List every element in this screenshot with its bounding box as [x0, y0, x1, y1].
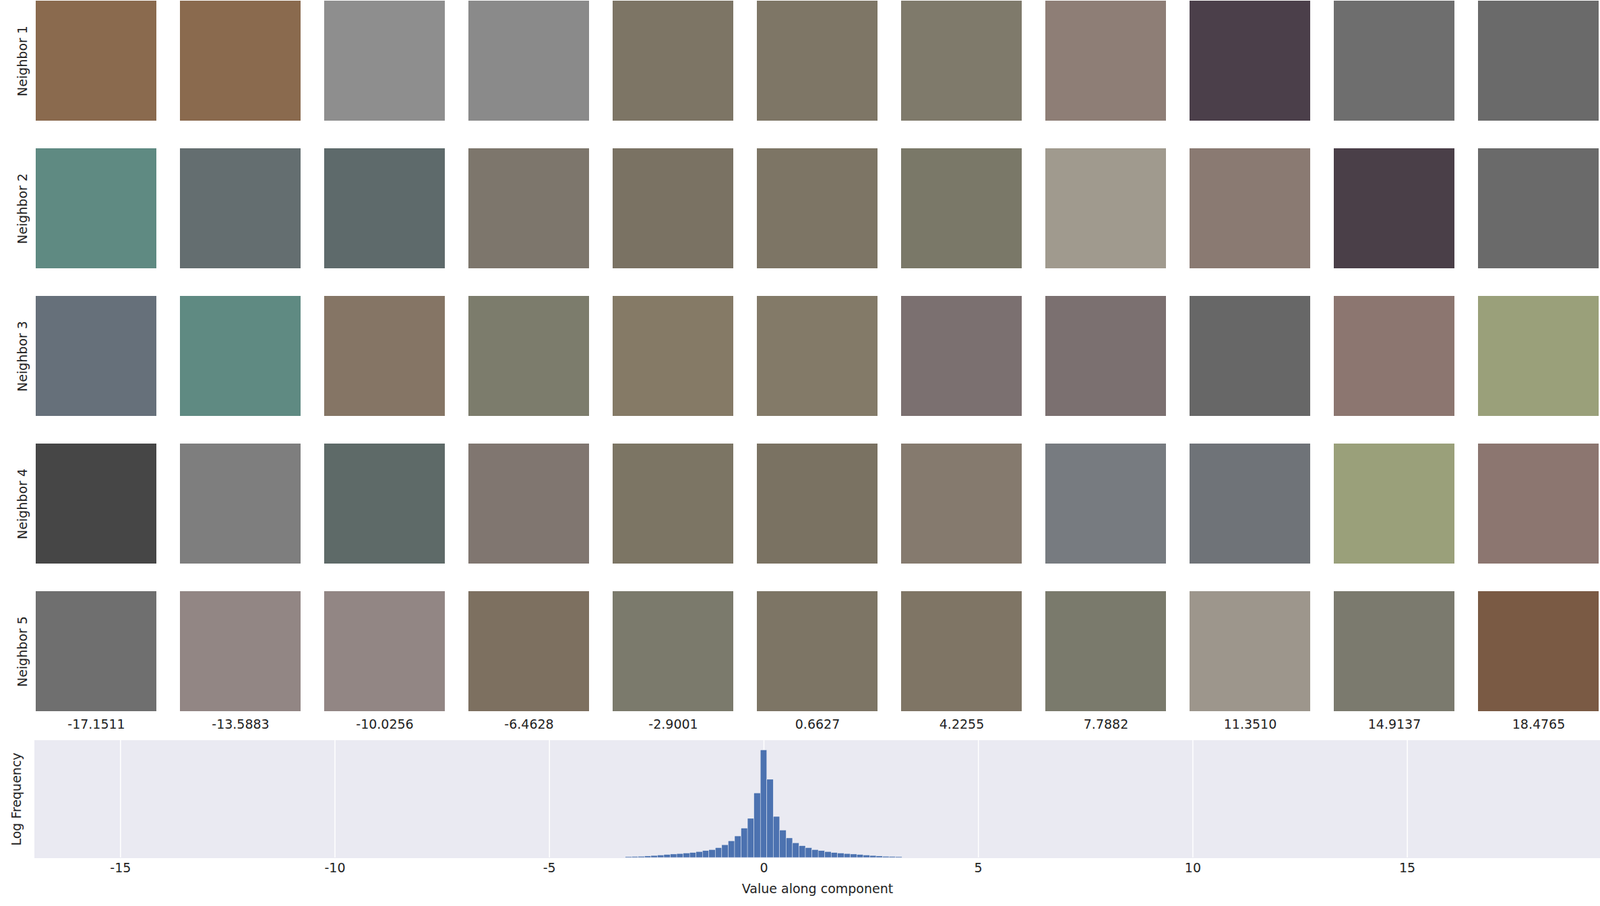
svg-text:Neighbor 4: Neighbor 4	[14, 468, 30, 540]
svg-text:11.3510: 11.3510	[1223, 716, 1278, 732]
svg-text:0.6627: 0.6627	[795, 716, 840, 732]
svg-text:14.9137: 14.9137	[1368, 716, 1422, 732]
svg-text:-15: -15	[109, 859, 131, 875]
svg-text:-2.9001: -2.9001	[648, 716, 698, 732]
svg-text:4.2255: 4.2255	[939, 716, 984, 732]
svg-text:-10.0256: -10.0256	[355, 716, 414, 732]
svg-text:7.7882: 7.7882	[1083, 716, 1129, 732]
svg-text:18.4765: 18.4765	[1512, 716, 1566, 732]
svg-text:Neighbor 3: Neighbor 3	[14, 320, 30, 392]
svg-text:15: 15	[1399, 859, 1416, 875]
svg-text:5: 5	[974, 859, 983, 875]
svg-text:Log Frequency: Log Frequency	[8, 752, 24, 846]
svg-text:Neighbor 2: Neighbor 2	[14, 173, 30, 244]
svg-text:-10: -10	[324, 859, 346, 875]
svg-text:-13.5883: -13.5883	[211, 716, 269, 732]
svg-text:-17.1511: -17.1511	[67, 716, 125, 732]
svg-text:Neighbor 5: Neighbor 5	[14, 616, 30, 687]
svg-text:-6.4628: -6.4628	[504, 716, 554, 732]
svg-text:0: 0	[759, 859, 768, 875]
svg-text:10: 10	[1184, 859, 1202, 875]
svg-text:Value along component: Value along component	[742, 880, 894, 896]
svg-text:Neighbor 1: Neighbor 1	[14, 25, 30, 97]
svg-text:-5: -5	[543, 859, 557, 875]
